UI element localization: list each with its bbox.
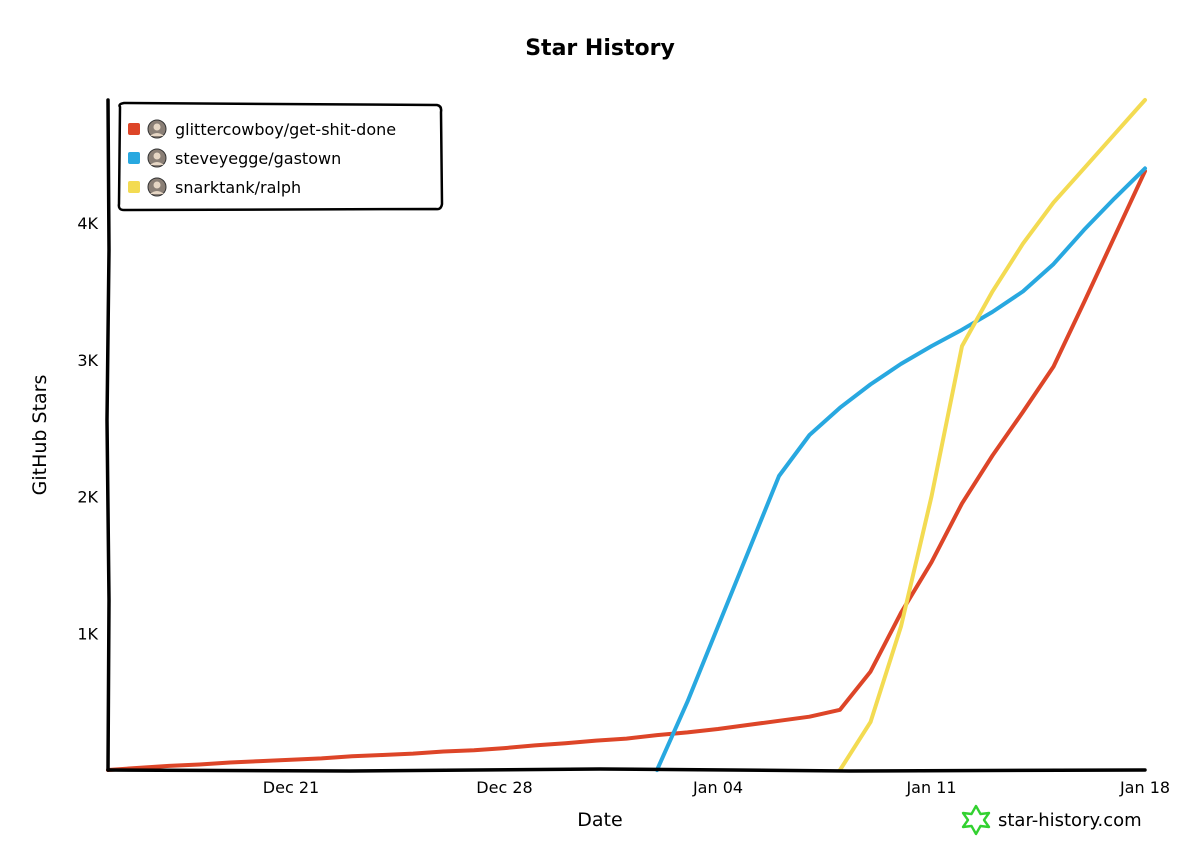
x-tick-label: Dec 21	[263, 778, 319, 797]
legend-box	[117, 101, 444, 212]
star-icon	[961, 804, 991, 836]
legend-item: glittercowboy/get-shit-done	[128, 119, 396, 139]
legend-swatch	[128, 181, 140, 193]
x-tick-label: Jan 04	[692, 778, 743, 797]
series-layer	[106, 98, 1147, 772]
x-axis-line	[106, 767, 1147, 773]
x-tick-label: Dec 28	[476, 778, 532, 797]
chart-title: Star History	[525, 36, 675, 61]
y-tick-label: 1K	[77, 624, 98, 643]
y-axis-label: GitHub Stars	[29, 375, 51, 496]
y-ticks-layer: 1K 2K 3K 4K	[77, 214, 98, 643]
legend-item: snarktank/ralph	[128, 177, 301, 197]
x-ticks-layer: Dec 21 Dec 28 Jan 04 Jan 11 Jan 18	[263, 778, 1170, 797]
x-axis-label: Date	[577, 809, 622, 831]
y-tick-label: 3K	[77, 351, 98, 370]
avatar-icon	[147, 177, 167, 197]
legend-swatch	[128, 152, 140, 164]
legend-label: steveyegge/gastown	[175, 149, 341, 168]
series-line-3	[838, 98, 1147, 772]
y-tick-label: 2K	[77, 488, 98, 507]
legend-label: glittercowboy/get-shit-done	[175, 120, 396, 139]
legend-label: snarktank/ralph	[175, 178, 301, 197]
series-line-2	[655, 166, 1147, 772]
legend: glittercowboy/get-shit-done steveyegge/ga…	[117, 101, 444, 212]
legend-item: steveyegge/gastown	[128, 148, 341, 168]
legend-items: glittercowboy/get-shit-done steveyegge/ga…	[128, 119, 396, 197]
legend-swatch	[128, 123, 140, 135]
avatar-icon	[147, 148, 167, 168]
avatar-icon	[147, 119, 167, 139]
y-tick-label: 4K	[77, 214, 98, 233]
branding[interactable]: star-history.com	[961, 804, 1142, 836]
branding-text[interactable]: star-history.com	[998, 810, 1142, 831]
x-tick-label: Jan 11	[905, 778, 956, 797]
series-line-1	[106, 169, 1147, 772]
y-axis-line	[105, 98, 111, 772]
x-tick-label: Jan 18	[1119, 778, 1170, 797]
